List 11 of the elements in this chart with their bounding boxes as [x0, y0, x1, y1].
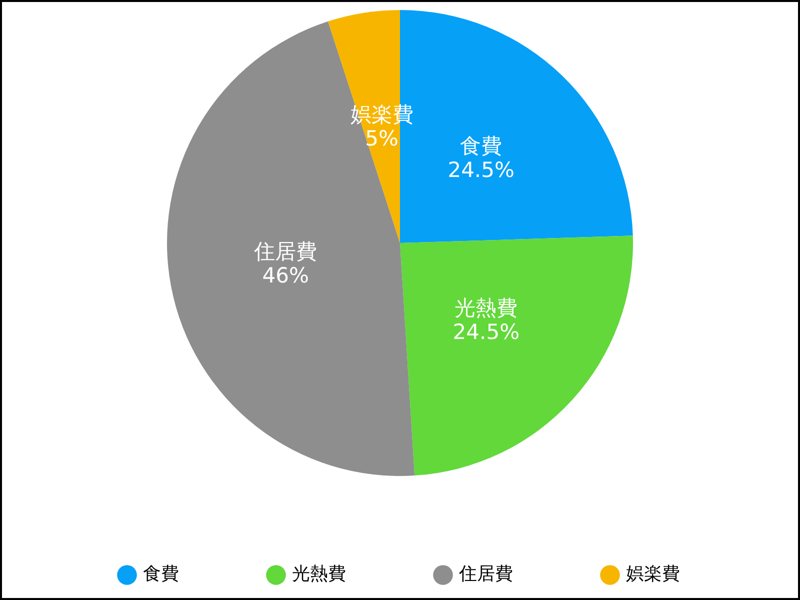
slice-label: 住居費 [253, 239, 318, 264]
data-label: 24.5% [448, 158, 514, 182]
legend-label: 住居費 [458, 564, 513, 585]
legend-label: 食費 [143, 564, 179, 585]
data-label: 46% [262, 263, 309, 288]
data-label: 5% [365, 126, 398, 150]
slice-label: 光熱費 [454, 296, 518, 320]
data-label: 24.5% [452, 320, 520, 344]
slice-label: 食費 [460, 134, 502, 158]
legend-label: 娯楽費 [626, 564, 680, 585]
legend-label: 光熱費 [292, 564, 346, 585]
